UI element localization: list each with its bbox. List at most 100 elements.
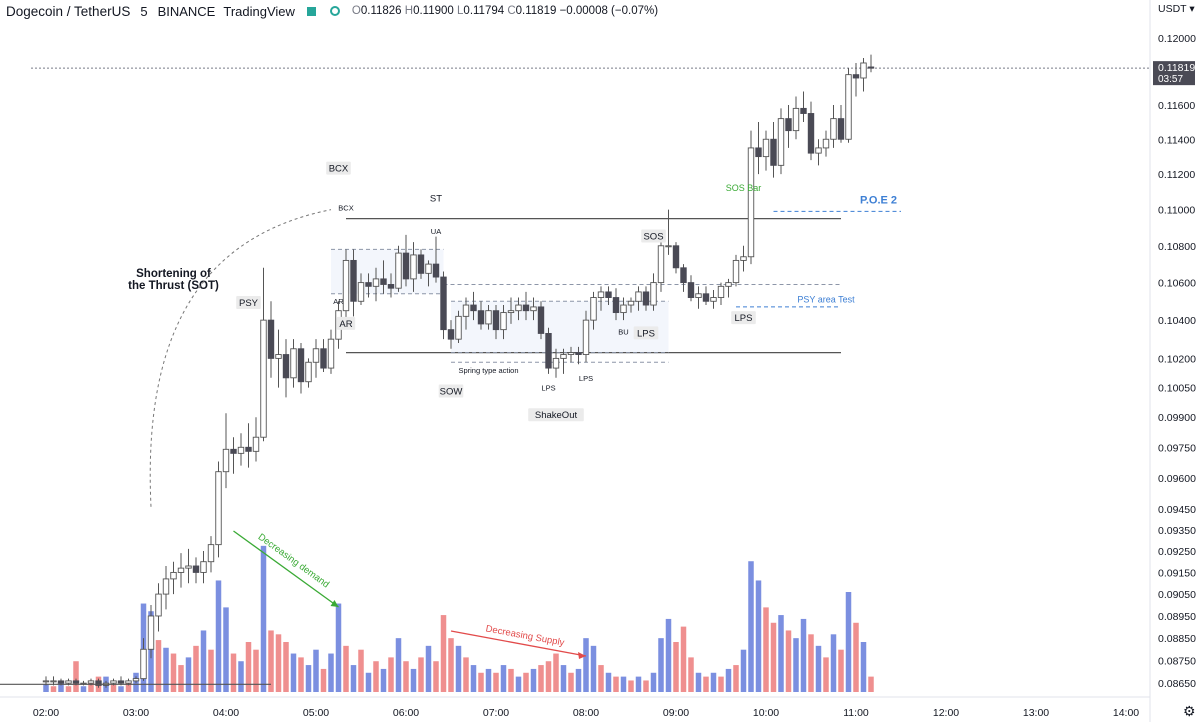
price-axis[interactable]: 0.120000.118000.116000.114000.112000.110… bbox=[1149, 0, 1196, 722]
sot-label-line1: Shortening of bbox=[136, 268, 211, 280]
volume-bar bbox=[350, 665, 357, 692]
candle-down bbox=[72, 680, 80, 684]
candle-down bbox=[380, 278, 387, 285]
volume-bar bbox=[275, 634, 282, 692]
volume-bar bbox=[73, 661, 79, 692]
spring-zone bbox=[451, 301, 669, 353]
candle-up bbox=[222, 448, 230, 473]
volume-bar bbox=[50, 686, 57, 692]
candle-up bbox=[582, 319, 590, 355]
candle-down bbox=[365, 282, 372, 287]
volume-bar bbox=[635, 676, 642, 692]
volume-bar bbox=[710, 672, 717, 692]
candle-down bbox=[95, 680, 102, 686]
decreasing-demand-label: Decreasing demand bbox=[256, 532, 331, 591]
volume-bar bbox=[493, 672, 499, 692]
label-box bbox=[731, 311, 756, 325]
candle-up bbox=[515, 304, 522, 312]
volume-bar bbox=[733, 665, 739, 692]
volume-bar bbox=[553, 653, 559, 692]
candle-up bbox=[485, 310, 492, 325]
price-tick-label: 0.11200 bbox=[1158, 169, 1195, 181]
currency-selector[interactable]: USDT ▾ bbox=[1158, 3, 1195, 15]
market-status-icon[interactable] bbox=[329, 6, 340, 16]
last-price-tag bbox=[1153, 61, 1195, 86]
volume-bar bbox=[185, 657, 192, 692]
flag-icon[interactable] bbox=[306, 6, 316, 16]
volume-bar bbox=[253, 649, 259, 692]
volume-bar bbox=[245, 642, 252, 692]
volume-bar bbox=[545, 661, 552, 692]
volume-bar bbox=[740, 649, 747, 692]
candle-up bbox=[732, 259, 740, 284]
price-tick-label: 0.09150 bbox=[1158, 567, 1196, 579]
candle-up bbox=[762, 138, 770, 158]
volume-bar bbox=[793, 638, 799, 692]
candle-down bbox=[57, 680, 65, 684]
candle-up bbox=[215, 471, 222, 546]
candle-up bbox=[50, 680, 57, 683]
candle-down bbox=[492, 310, 500, 331]
volume-bar bbox=[290, 653, 297, 692]
volume-bar bbox=[463, 657, 469, 692]
high-value: 0.11900 bbox=[413, 5, 454, 17]
volume-bar bbox=[665, 618, 672, 692]
candle-up bbox=[717, 285, 725, 298]
time-tick-label: 14:00 bbox=[1113, 707, 1139, 719]
volume-bar bbox=[358, 649, 364, 692]
volume-bar bbox=[343, 645, 349, 692]
sot-label-line2: the Thrust (SOT) bbox=[128, 280, 219, 292]
exchange-name: BINANCE bbox=[157, 3, 216, 19]
time-tick-label: 10:00 bbox=[753, 707, 779, 719]
volume-bar bbox=[500, 665, 507, 692]
volume-bar bbox=[830, 634, 837, 692]
candle-up bbox=[177, 567, 185, 573]
chart-label: ShakeOut bbox=[535, 410, 578, 421]
candle-up bbox=[185, 565, 192, 569]
close-key: C bbox=[507, 5, 516, 17]
candle-up bbox=[425, 263, 432, 274]
volume-bar bbox=[373, 661, 379, 692]
currency-label[interactable]: USDT bbox=[1158, 3, 1187, 15]
candle-up bbox=[275, 354, 282, 359]
volume-bar bbox=[515, 676, 522, 692]
candle-down bbox=[447, 329, 455, 340]
price-tick-label: 0.10400 bbox=[1158, 315, 1196, 327]
countdown-value: 03:57 bbox=[1158, 74, 1183, 85]
volume-bar bbox=[298, 657, 304, 692]
candle-up bbox=[147, 615, 155, 650]
price-tick-label: 0.09600 bbox=[1158, 473, 1196, 485]
time-axis[interactable]: 02:00 03:00 04:00 05:00 06:00 07:00 08:00 09:00… bbox=[0, 696, 1150, 719]
volume-bar bbox=[695, 672, 702, 692]
chart-label: UA bbox=[431, 227, 441, 236]
chart-label: LPS bbox=[579, 374, 593, 383]
volume-bar bbox=[433, 661, 439, 692]
candle-down bbox=[350, 259, 357, 302]
volume-bar bbox=[650, 672, 657, 692]
volume-bar bbox=[658, 638, 664, 692]
high-key: H bbox=[404, 5, 414, 17]
settings-gear-icon[interactable]: ⚙ bbox=[1183, 703, 1196, 719]
timeframe[interactable]: 5 bbox=[140, 3, 148, 19]
time-tick-label: 06:00 bbox=[393, 707, 419, 719]
candle-up bbox=[695, 293, 702, 298]
candle-down bbox=[770, 138, 777, 166]
volume-bar bbox=[395, 638, 402, 692]
volume-bar bbox=[478, 672, 484, 692]
candle-down bbox=[672, 245, 680, 269]
label-box bbox=[438, 384, 464, 398]
volume-bar bbox=[320, 668, 327, 692]
symbol-name[interactable]: Dogecoin / TetherUS bbox=[6, 3, 131, 19]
volume-bar bbox=[170, 653, 177, 692]
candle-up bbox=[290, 348, 297, 379]
price-tick-label: 0.11400 bbox=[1158, 134, 1195, 146]
volume-bar bbox=[770, 622, 777, 692]
volume-bar bbox=[448, 638, 454, 692]
volume-bar bbox=[763, 607, 769, 692]
volume-bar bbox=[110, 684, 117, 692]
volume-bar bbox=[125, 682, 132, 692]
chart-label: ST bbox=[430, 194, 442, 205]
open-value: 0.11826 bbox=[360, 5, 402, 17]
volume-bar bbox=[470, 665, 477, 692]
